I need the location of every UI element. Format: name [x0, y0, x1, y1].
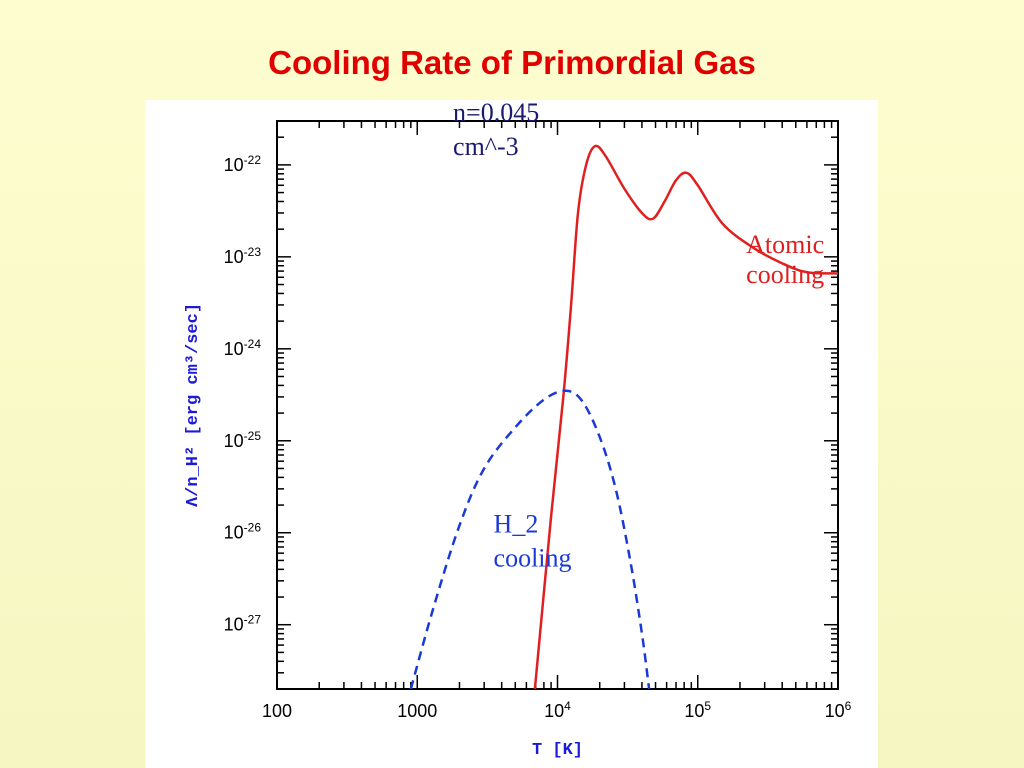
cooling-chart: 100 1000 104 105 106 10-22 10-23 10-24 10-25 10-2…	[183, 100, 852, 760]
y-tick-label: 10-24	[224, 337, 262, 359]
series-lines	[409, 144, 838, 689]
x-tick-label: 100	[262, 701, 292, 721]
x-tick-label: 1000	[397, 701, 437, 721]
plot-frame	[276, 120, 839, 690]
y-tick-label: 10-23	[224, 245, 262, 267]
h2-cooling-line	[409, 389, 651, 689]
x-tick-label: 104	[544, 699, 571, 721]
plot-border	[276, 120, 839, 690]
y-axis-title: Λ/n_H² [erg cm³/sec]	[183, 303, 203, 507]
y-tick-label: 10-25	[224, 429, 262, 451]
y-tick-label: 10-27	[224, 613, 262, 635]
ticks	[276, 120, 838, 690]
y-tick-label: 10-26	[224, 521, 262, 543]
density-annotation: n=0.045 cm^-3	[453, 100, 539, 161]
y-tick-label: 10-22	[224, 153, 262, 175]
annotations: n=0.045 cm^-3 Atomic cooling H_2 cooling	[453, 100, 824, 573]
slide-title: Cooling Rate of Primordial Gas	[268, 44, 756, 81]
atomic-cooling-line	[533, 144, 838, 689]
x-tick-label: 105	[684, 699, 711, 721]
h2-cooling-label: H_2 cooling	[494, 510, 572, 573]
tick-labels: 100 1000 104 105 106 10-22 10-23 10-24 10-25 10-2…	[224, 153, 852, 721]
plot-panel: 100 1000 104 105 106 10-22 10-23 10-24 10-25 10-2…	[145, 100, 878, 768]
x-tick-label: 106	[825, 699, 852, 721]
x-axis-title: T [K]	[532, 741, 583, 760]
atomic-cooling-label: Atomic cooling	[746, 230, 824, 289]
